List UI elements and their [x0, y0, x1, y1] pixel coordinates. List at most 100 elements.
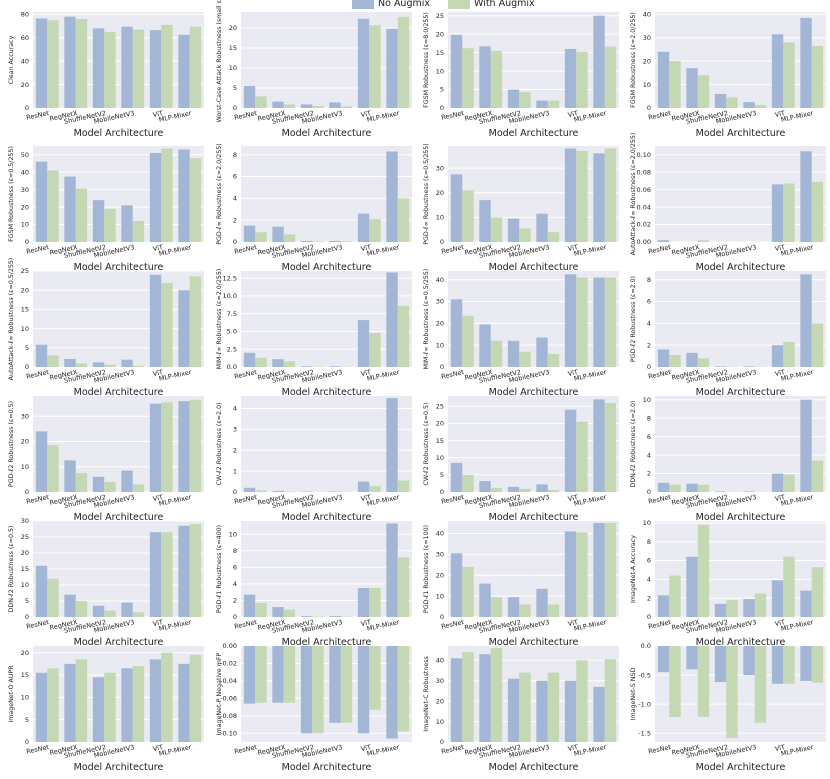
y-tick-label: 4 — [233, 405, 237, 413]
bar-with-augmix-regnetx — [75, 188, 88, 242]
y-tick-label: 10 — [21, 221, 29, 229]
y-tick-label: 0 — [25, 363, 29, 371]
y-tick-label: 0.08 — [637, 168, 651, 176]
y-tick-label: 30 — [21, 412, 29, 420]
y-tick-label: 15 — [229, 44, 237, 52]
y-tick-label: 6 — [647, 557, 651, 565]
bar-no-augmix-regnetx — [479, 46, 491, 108]
bar-with-augmix-regnetx — [697, 75, 710, 108]
x-tick-label: MLP-Mixer — [366, 493, 400, 508]
bar-no-augmix-vit — [564, 274, 577, 367]
y-tick-label: 0 — [233, 613, 237, 621]
y-axis-label: MIM-ℓ∞ Robustness (ε=0.5/255) — [423, 269, 430, 370]
bar-with-augmix-mobilenetv3 — [547, 672, 560, 742]
bar-with-augmix-mlp-mixer — [604, 659, 617, 742]
bar-with-augmix-shufflenetv2 — [726, 646, 738, 738]
y-axis-label: AutoAttack-ℓ∞ Robustness (ε=0.5/255) — [8, 258, 15, 381]
bar-with-augmix-mobilenetv3 — [547, 232, 560, 242]
y-tick-label: 40 — [21, 57, 29, 65]
bar-with-augmix-resnet — [255, 232, 267, 242]
x-tick-label: ResNet — [440, 243, 465, 256]
x-tick-label: ResNet — [440, 368, 465, 381]
y-tick-label: 20 — [21, 549, 29, 557]
bar-with-augmix-vit — [576, 421, 588, 492]
bar-no-augmix-resnet — [243, 487, 256, 492]
bar-with-augmix-mlp-mixer — [189, 26, 202, 108]
x-axis-label: Model Architecture — [74, 762, 164, 773]
bar-with-augmix-mlp-mixer — [811, 181, 824, 242]
plot-area — [33, 646, 204, 742]
x-tick-label: ViT — [567, 243, 579, 253]
y-tick-label: 10 — [436, 718, 444, 726]
bar-no-augmix-regnetx — [479, 583, 491, 617]
bar-no-augmix-regnetx — [64, 594, 76, 617]
x-tick-label: ResNet — [233, 368, 258, 381]
legend-label-no-augmix: No Augmix — [378, 0, 431, 9]
bar-with-augmix-vit — [783, 556, 795, 617]
y-tick-label: 10 — [436, 454, 444, 462]
y-tick-label: 0 — [440, 738, 444, 746]
bar-with-augmix-shufflenetv2 — [519, 228, 531, 242]
y-tick-label: 10 — [21, 463, 29, 471]
y-tick-label: 0 — [647, 363, 651, 371]
x-axis-label: Model Architecture — [74, 637, 164, 648]
bar-with-augmix-mobilenetv3 — [340, 106, 353, 108]
bar-no-augmix-mobilenetv3 — [536, 588, 548, 617]
bar-no-augmix-resnet — [35, 344, 48, 367]
bar-no-augmix-mobilenetv3 — [329, 366, 341, 367]
y-tick-label: 20 — [21, 649, 29, 657]
bar-no-augmix-vit — [771, 646, 784, 684]
plot-area — [33, 12, 204, 108]
plot-area — [448, 396, 619, 492]
bar-no-augmix-mobilenetv3 — [743, 646, 755, 676]
x-tick-label: MLP-Mixer — [780, 743, 814, 758]
bar-no-augmix-regnetx — [686, 352, 698, 367]
y-tick-label: 5 — [440, 471, 444, 479]
bar-no-augmix-mobilenetv3 — [121, 602, 133, 617]
bar-no-augmix-mlp-mixer — [386, 646, 398, 739]
x-tick-label: ViT — [774, 618, 786, 628]
y-axis-label: DDN-ℓ2 Robustness (ε=2.0) — [630, 400, 637, 487]
bar-with-augmix-vit — [161, 652, 173, 742]
bar-no-augmix-resnet — [243, 225, 256, 242]
bar-with-augmix-shufflenetv2 — [104, 610, 116, 617]
y-tick-label: 10 — [21, 694, 29, 702]
bar-no-augmix-mlp-mixer — [800, 151, 812, 242]
x-axis-label: Model Architecture — [696, 128, 786, 139]
x-tick-label: ViT — [567, 493, 579, 503]
bar-no-augmix-vit — [771, 580, 784, 617]
plot-area — [241, 271, 412, 367]
y-tick-label: 10 — [436, 67, 444, 75]
bar-no-augmix-resnet — [657, 595, 670, 617]
y-tick-label: 0 — [25, 738, 29, 746]
y-tick-label: -0.08 — [220, 712, 237, 720]
bar-no-augmix-mlp-mixer — [593, 153, 605, 242]
x-tick-label: MLP-Mixer — [158, 743, 192, 758]
bar-no-augmix-mlp-mixer — [800, 274, 812, 367]
bar-with-augmix-vit — [369, 25, 381, 109]
legend-swatch-with-augmix — [448, 0, 470, 9]
y-tick-label: 15 — [436, 437, 444, 445]
bar-no-augmix-shufflenetv2 — [92, 200, 105, 242]
y-tick-label: 10 — [643, 519, 651, 527]
x-tick-label: MLP-Mixer — [366, 618, 400, 633]
bar-with-augmix-resnet — [462, 315, 474, 367]
y-tick-label: 0 — [647, 613, 651, 621]
y-tick-label: 2 — [233, 597, 237, 605]
bar-no-augmix-shufflenetv2 — [714, 366, 727, 367]
bar-no-augmix-mobilenetv3 — [743, 366, 755, 367]
bar-with-augmix-resnet — [462, 652, 474, 742]
x-tick-label: ResNet — [647, 493, 672, 506]
bar-with-augmix-mlp-mixer — [397, 305, 410, 367]
bar-with-augmix-shufflenetv2 — [519, 488, 531, 492]
bar-with-augmix-mobilenetv3 — [547, 604, 560, 617]
y-tick-label: 0 — [440, 238, 444, 246]
bar-with-augmix-shufflenetv2 — [104, 481, 116, 492]
bar-with-augmix-mobilenetv3 — [132, 365, 145, 367]
y-tick-label: 5 — [25, 344, 29, 352]
x-tick-label: MLP-Mixer — [366, 368, 400, 383]
